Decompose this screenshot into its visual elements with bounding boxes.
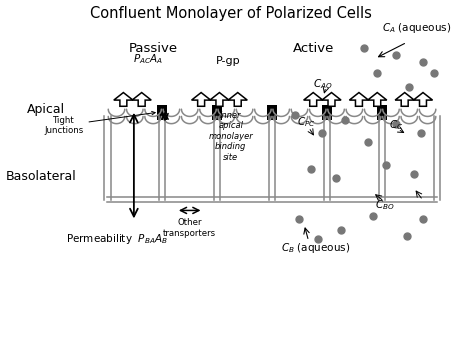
Text: Other
transporters: Other transporters xyxy=(163,219,216,238)
Text: Confluent Monolayer of Polarized Cells: Confluent Monolayer of Polarized Cells xyxy=(90,6,372,21)
Text: Basolateral: Basolateral xyxy=(6,170,76,183)
Text: $C_{PC}$: $C_{PC}$ xyxy=(297,115,316,129)
Text: $C_{BO}$: $C_{BO}$ xyxy=(375,198,394,212)
Text: Apical: Apical xyxy=(27,103,64,116)
Polygon shape xyxy=(395,93,414,106)
Polygon shape xyxy=(349,93,368,106)
Polygon shape xyxy=(304,93,323,106)
Text: Active: Active xyxy=(292,42,334,55)
Text: inner
apical
monolayer
binding
site: inner apical monolayer binding site xyxy=(209,111,253,162)
Bar xyxy=(377,105,387,120)
Polygon shape xyxy=(322,93,341,106)
Bar xyxy=(267,105,277,120)
Text: $P_{AC}A_A$: $P_{AC}A_A$ xyxy=(133,52,163,66)
Polygon shape xyxy=(114,93,133,106)
Text: P-gp: P-gp xyxy=(216,56,241,66)
Text: Tight
Junctions: Tight Junctions xyxy=(44,111,155,135)
Text: $C_C$: $C_C$ xyxy=(389,119,403,132)
Polygon shape xyxy=(413,93,433,106)
Bar xyxy=(157,105,167,120)
Bar xyxy=(212,105,222,120)
Bar xyxy=(322,105,332,120)
Text: Passive: Passive xyxy=(128,42,178,55)
Text: Permeability  $P_{BA}A_B$: Permeability $P_{BA}A_B$ xyxy=(65,232,167,246)
Text: $C_A$ (aqueous): $C_A$ (aqueous) xyxy=(382,21,451,35)
Text: $C_{AO}$: $C_{AO}$ xyxy=(313,77,333,91)
Polygon shape xyxy=(210,93,229,106)
Polygon shape xyxy=(191,93,210,106)
Polygon shape xyxy=(132,93,151,106)
Polygon shape xyxy=(228,93,247,106)
Text: $C_B$ (aqueous): $C_B$ (aqueous) xyxy=(281,241,350,256)
Polygon shape xyxy=(368,93,387,106)
